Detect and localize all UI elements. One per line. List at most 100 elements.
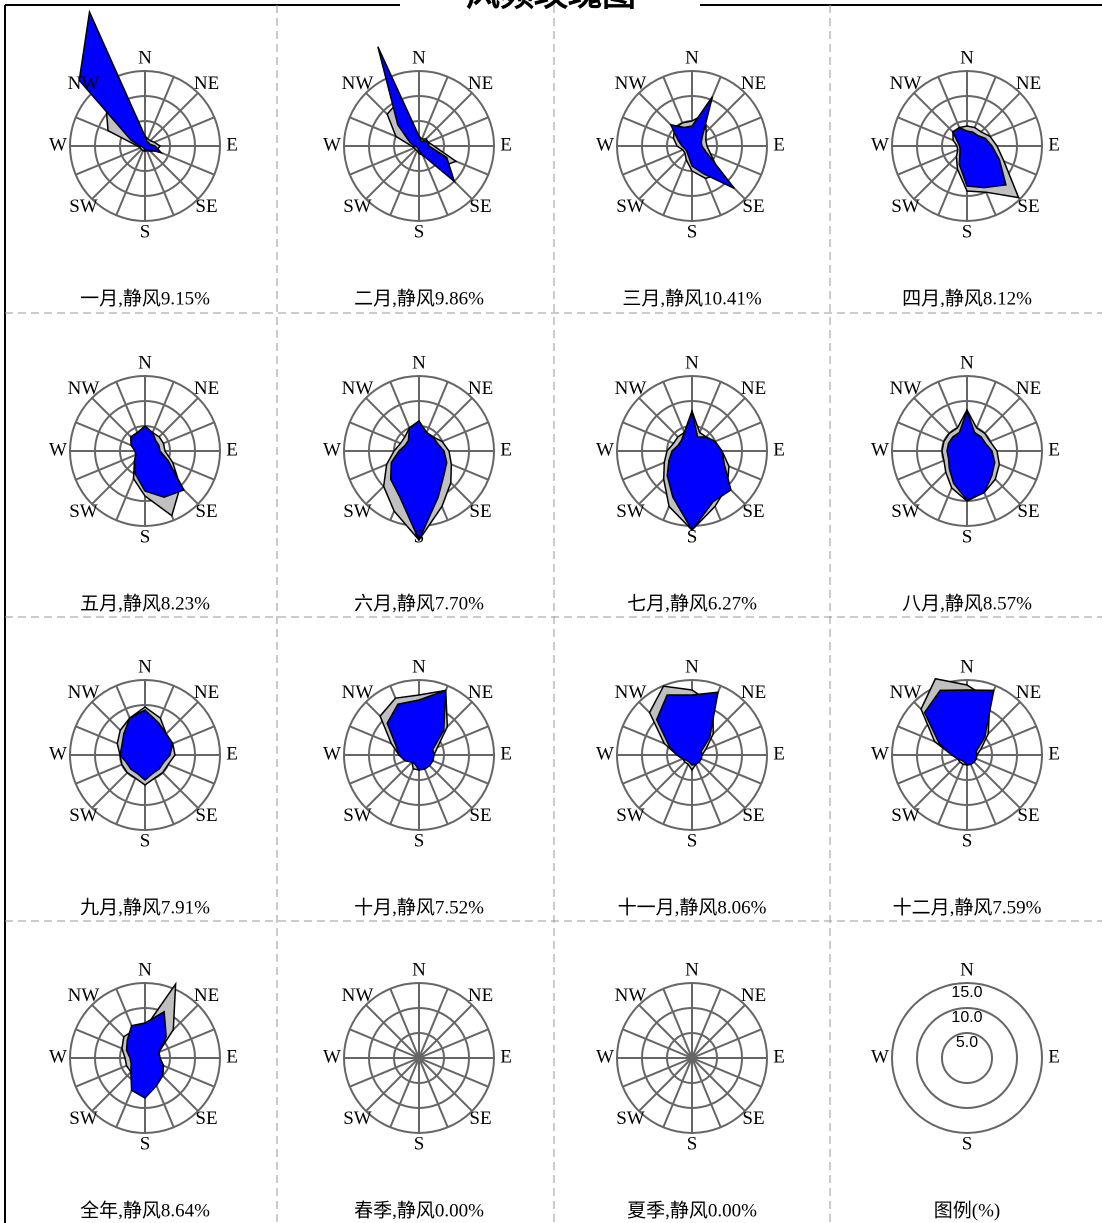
legend-direction-label: S [962,1133,973,1154]
direction-label: E [226,134,238,155]
direction-label: SW [343,1108,372,1129]
direction-label: SW [616,1108,645,1129]
direction-label: S [414,526,425,547]
wind-rose: N NE E SE S SW W NW [596,656,785,851]
spoke [365,1004,420,1059]
direction-label: SW [891,196,920,217]
rose-polygon [386,689,447,771]
wind-rose: N NE E SE S SW W NW [596,47,785,242]
panel-label: 七月,静风6.27% [627,592,757,614]
rose-polygon [946,408,996,501]
panel-label: 一月,静风9.15% [80,287,210,309]
spoke [418,1057,489,1088]
panel-label: 五月,静风8.23% [80,592,210,614]
spoke [115,145,146,216]
direction-label: W [323,743,341,764]
spoke [691,1057,722,1128]
spoke [937,754,968,825]
spoke [389,1057,420,1128]
legend-ring-label: 10.0 [951,1009,982,1026]
direction-label: E [773,134,785,155]
spoke [897,145,968,176]
direction-label: W [49,134,67,155]
direction-label: NE [1016,73,1041,94]
direction-label: NE [468,73,493,94]
direction-label: NW [68,378,100,399]
wind-rose: N NE E SE S SW W NW [871,47,1060,242]
spoke [897,754,968,785]
spoke [638,754,693,809]
direction-label: SW [616,805,645,826]
spoke [144,76,175,147]
direction-label: NE [194,378,219,399]
wind-rose: N NE E SE S SW W NW [323,656,512,851]
spoke [638,145,693,200]
direction-label: SE [469,805,491,826]
rose-polygon [377,46,456,184]
spoke [691,1057,762,1088]
panel-label: 春季,静风0.00% [354,1199,484,1221]
wind-rose: N NE E SE S SW W NW [596,959,785,1154]
direction-label: S [414,221,425,242]
spoke [349,145,420,176]
spoke [418,988,449,1059]
spoke [418,92,473,147]
spoke [691,754,722,825]
spoke [365,754,420,809]
panel-label: 全年,静风8.64% [80,1199,210,1221]
direction-label: SW [616,196,645,217]
wind-rose: N NE E SE S SW W NW [871,656,1060,851]
direction-label: SW [891,501,920,522]
spoke [75,450,146,481]
direction-label: N [138,656,152,677]
direction-label: E [773,439,785,460]
spoke [365,1057,420,1112]
direction-label: NW [615,682,647,703]
direction-label: W [871,439,889,460]
legend-direction-label: N [960,959,974,980]
direction-label: E [773,1046,785,1067]
spoke [75,145,146,176]
direction-label: SE [469,501,491,522]
spoke [418,76,449,147]
direction-label: W [323,439,341,460]
direction-label: W [871,743,889,764]
wind-rose: N NE E SE S SW W NW [49,656,238,851]
direction-label: SW [343,196,372,217]
legend-ring-label: 5.0 [956,1034,978,1051]
direction-label: SE [195,501,217,522]
direction-label: E [500,743,512,764]
spoke [691,754,762,785]
spoke [966,754,997,825]
direction-label: N [960,656,974,677]
direction-label: SE [195,1108,217,1129]
spoke [638,1057,693,1112]
spoke [662,988,693,1059]
direction-label: NE [1016,682,1041,703]
wind-rose: N NE E SE S SW W NW [49,352,238,547]
spoke [418,1057,449,1128]
panel-label: 四月,静风8.12% [902,287,1032,309]
direction-label: N [685,47,699,68]
direction-label: S [687,1133,698,1154]
spoke [91,145,146,200]
direction-label: N [685,959,699,980]
direction-label: SW [69,1108,98,1129]
wind-rose: N NE E SE S SW W NW [323,46,512,242]
direction-label: NW [342,985,374,1006]
direction-label: NE [468,985,493,1006]
spoke [418,1028,489,1059]
direction-label: N [960,352,974,373]
direction-label: SE [742,1108,764,1129]
chart-title: 风频玫瑰图 [466,0,636,15]
direction-label: NW [342,682,374,703]
direction-label: E [773,743,785,764]
spoke [144,145,199,200]
spoke [691,1004,746,1059]
direction-label: NW [615,985,647,1006]
spoke [389,145,420,216]
direction-label: N [412,47,426,68]
direction-label: NE [741,73,766,94]
cell-dividers [5,5,1102,1223]
